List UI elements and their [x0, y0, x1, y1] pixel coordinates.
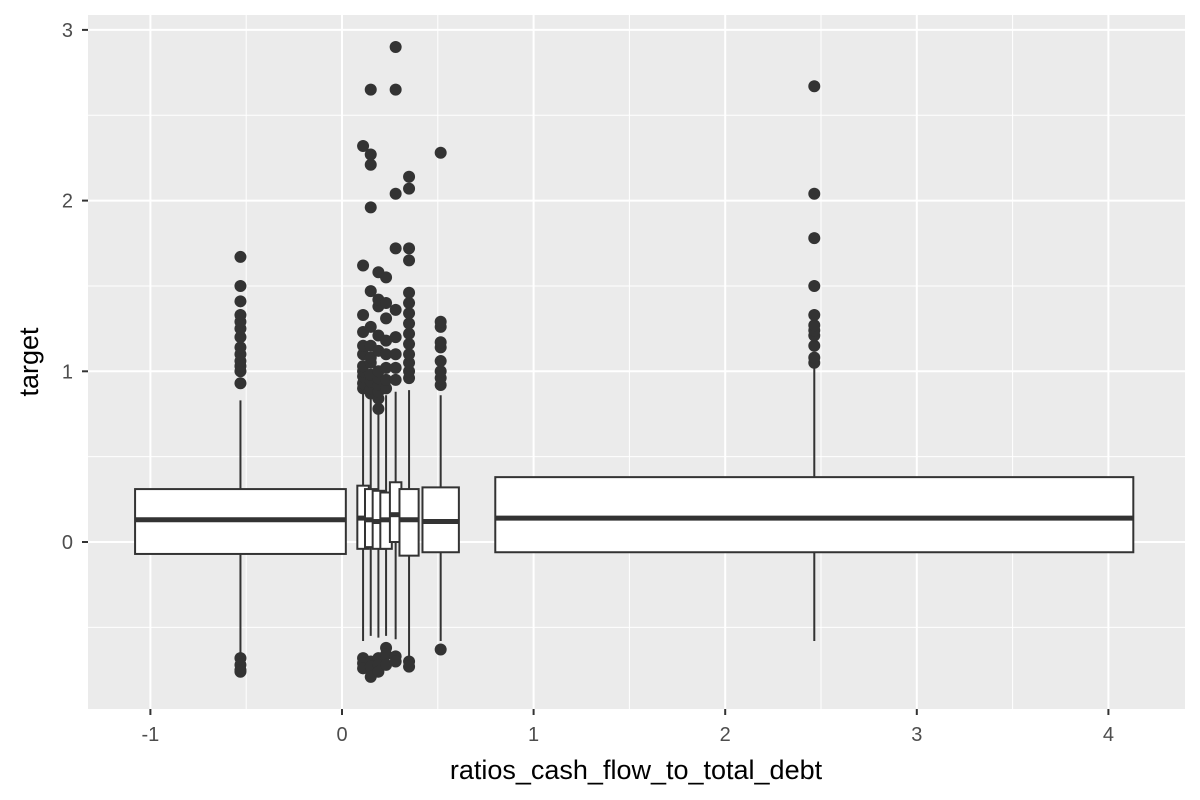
- outlier-point: [808, 351, 821, 364]
- outlier-point: [372, 402, 385, 415]
- outlier-point: [357, 259, 370, 272]
- outlier-point: [434, 355, 447, 368]
- outlier-point: [389, 348, 402, 361]
- outlier-point: [403, 254, 416, 267]
- box-iqr: [398, 488, 420, 557]
- outlier-point: [434, 643, 447, 656]
- outlier-point: [403, 307, 416, 320]
- outlier-point: [808, 308, 821, 321]
- outlier-point: [434, 336, 447, 349]
- outlier-point: [389, 83, 402, 96]
- x-tick-label: 0: [336, 724, 347, 746]
- x-tick-label: 3: [911, 724, 922, 746]
- x-tick-label: -1: [142, 724, 160, 746]
- outlier-point: [380, 334, 393, 347]
- outlier-point: [403, 317, 416, 330]
- outlier-point: [389, 361, 402, 374]
- y-tick-label: 0: [62, 532, 73, 554]
- x-tick-label: 2: [720, 724, 731, 746]
- outlier-point: [380, 361, 393, 374]
- outlier-point: [808, 232, 821, 245]
- outlier-point: [380, 373, 393, 386]
- box-group: [134, 400, 347, 655]
- outlier-point: [364, 148, 377, 161]
- outlier-point: [380, 312, 393, 325]
- outlier-point: [403, 348, 416, 361]
- outlier-point: [364, 285, 377, 298]
- outlier-point: [372, 665, 385, 678]
- y-tick-label: 2: [62, 191, 73, 213]
- outlier-point: [389, 187, 402, 200]
- box-group: [421, 395, 460, 642]
- outlier-point: [403, 286, 416, 299]
- outlier-point: [234, 377, 247, 390]
- outlier-point: [808, 319, 821, 332]
- outlier-point: [380, 658, 393, 671]
- outlier-point: [357, 139, 370, 152]
- outlier-point: [364, 320, 377, 333]
- outlier-point: [389, 655, 402, 668]
- box-group: [494, 367, 1135, 642]
- outlier-point: [364, 158, 377, 171]
- outlier-point: [808, 279, 821, 292]
- axes: -1 0 1 2 3 4 0 1 2 3: [62, 20, 1114, 746]
- x-tick-label: 4: [1103, 724, 1114, 746]
- outlier-point: [403, 356, 416, 369]
- outlier-point: [808, 80, 821, 93]
- grid-lines: [88, 15, 1185, 709]
- outlier-point: [234, 308, 247, 321]
- outlier-point: [389, 331, 402, 344]
- outlier-point: [808, 339, 821, 352]
- x-tick-label: 1: [528, 724, 539, 746]
- outlier-point: [403, 170, 416, 183]
- outlier-point: [234, 665, 247, 678]
- outlier-point: [434, 315, 447, 328]
- outlier-point: [403, 660, 416, 673]
- box-group: [363, 396, 378, 636]
- y-tick-label: 1: [62, 361, 73, 383]
- outlier-point: [234, 331, 247, 344]
- outlier-point: [403, 297, 416, 310]
- outlier-point: [234, 341, 247, 354]
- outlier-point: [389, 373, 402, 386]
- outlier-point: [364, 201, 377, 214]
- outlier-point: [434, 146, 447, 159]
- outlier-point: [380, 382, 393, 395]
- x-axis-title: ratios_cash_flow_to_total_debt: [450, 755, 823, 785]
- outlier-point: [380, 297, 393, 310]
- outlier-point: [357, 308, 370, 321]
- outlier-point: [808, 187, 821, 200]
- box-iqr: [494, 476, 1135, 554]
- outlier-point: [234, 295, 247, 308]
- outlier-point: [234, 279, 247, 292]
- outlier-point: [403, 337, 416, 350]
- outlier-point: [403, 365, 416, 378]
- outlier-point: [364, 83, 377, 96]
- outlier-point: [403, 182, 416, 195]
- outlier-point: [434, 365, 447, 378]
- box-group: [356, 393, 370, 642]
- outlier-point: [389, 242, 402, 255]
- y-tick-label: 3: [62, 20, 73, 42]
- outlier-point: [389, 40, 402, 53]
- outlier-point: [234, 250, 247, 263]
- panel-background: [88, 15, 1185, 709]
- y-axis-title: target: [14, 327, 44, 397]
- outlier-point: [403, 242, 416, 255]
- outlier-point: [380, 648, 393, 661]
- outlier-points: [234, 40, 821, 683]
- outlier-point: [380, 348, 393, 361]
- outlier-point: [380, 271, 393, 284]
- outlier-point: [389, 303, 402, 316]
- boxes: [134, 367, 1135, 657]
- box-group: [398, 390, 420, 657]
- outlier-point: [364, 351, 377, 364]
- outlier-point: [403, 327, 416, 340]
